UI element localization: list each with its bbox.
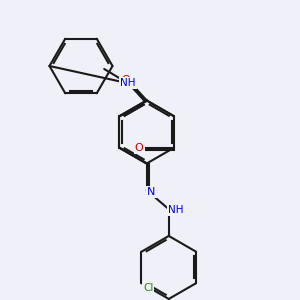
Text: N: N — [147, 187, 155, 197]
Text: O: O — [121, 75, 130, 85]
Text: NH: NH — [168, 205, 183, 215]
Text: Cl: Cl — [143, 283, 153, 293]
Text: O: O — [135, 143, 143, 153]
Text: NH: NH — [120, 78, 136, 88]
